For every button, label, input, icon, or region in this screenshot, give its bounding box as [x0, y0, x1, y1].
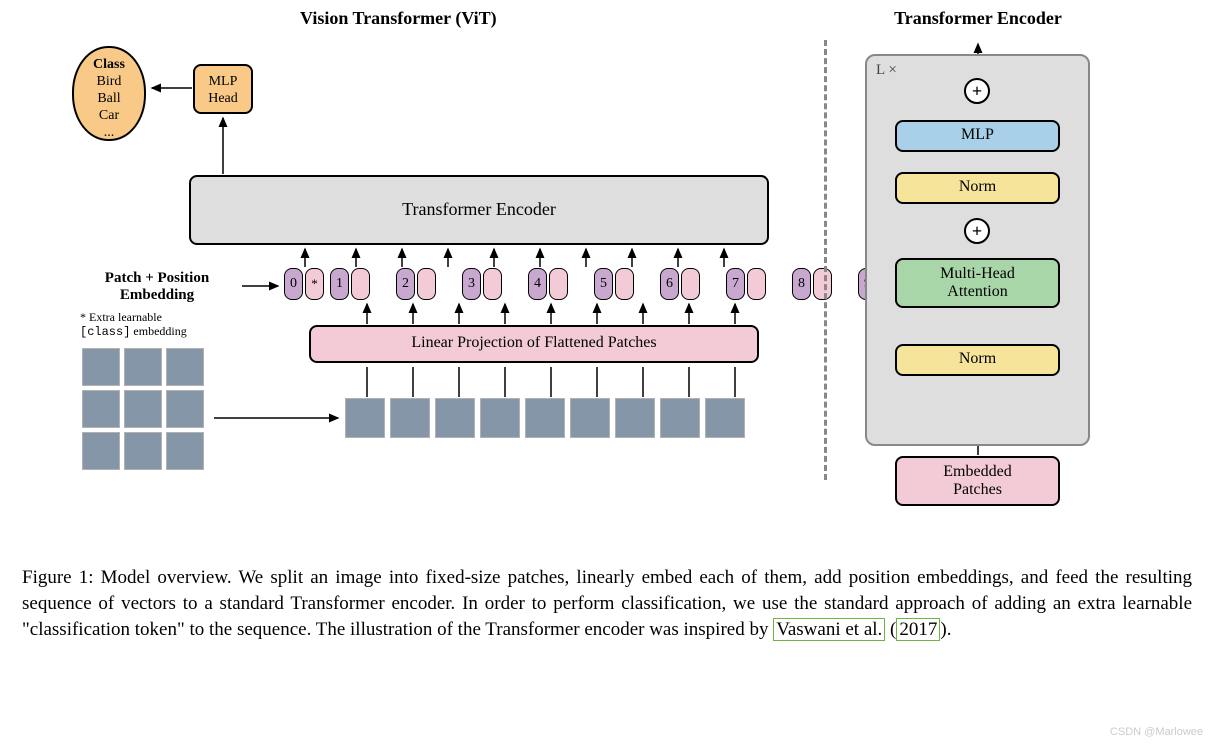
- linear-projection-box: Linear Projection of Flattened Patches: [309, 325, 759, 363]
- token-star: *: [305, 268, 324, 300]
- caption-ref-author: Vaswani et al.: [773, 618, 885, 641]
- token-pair-4: 4: [528, 268, 568, 300]
- token-pair-2: 2: [396, 268, 436, 300]
- grid-cell: [124, 432, 162, 470]
- token-pair-6: 6: [660, 268, 700, 300]
- emb-l2: Patches: [897, 481, 1058, 499]
- token-pos-7: [747, 268, 766, 300]
- class-heading: Class: [74, 56, 144, 73]
- token-num-6: 6: [660, 268, 679, 300]
- figure-caption: Figure 1: Model overview. We split an im…: [22, 565, 1192, 643]
- grid-cell: [166, 390, 204, 428]
- encoder-norm2-box: Norm: [895, 344, 1060, 376]
- patch-sub-t2: embedding: [130, 324, 186, 338]
- grid-cell: [82, 348, 120, 386]
- caption-ref-year: 2017: [896, 618, 940, 641]
- token-pos-2: [417, 268, 436, 300]
- mlp-head-l1: MLP: [195, 73, 251, 90]
- patch-cell: [435, 398, 475, 438]
- transformer-encoder-box: Transformer Encoder: [189, 175, 769, 245]
- class-item-0: Bird: [74, 73, 144, 90]
- emb-l1: Embedded: [897, 463, 1058, 481]
- encoder-mha-box: Multi-Head Attention: [895, 258, 1060, 308]
- plus-circle-2: +: [964, 218, 990, 244]
- patch-cell: [525, 398, 565, 438]
- patch-cell: [660, 398, 700, 438]
- token-pos-5: [615, 268, 634, 300]
- patch-label-l2: Embedding: [82, 287, 232, 304]
- patch-cell: [705, 398, 745, 438]
- vit-title: Vision Transformer (ViT): [300, 8, 497, 29]
- token-pos-1: [351, 268, 370, 300]
- mha-l2: Attention: [897, 283, 1058, 301]
- patch-cell: [390, 398, 430, 438]
- grid-cell: [124, 390, 162, 428]
- patch-label-l1: Patch + Position: [82, 270, 232, 287]
- mha-l1: Multi-Head: [897, 265, 1058, 283]
- mlp-head-box: MLP Head: [193, 64, 253, 114]
- encoder-title: Transformer Encoder: [878, 8, 1078, 29]
- mlp-head-l2: Head: [195, 90, 251, 107]
- token-pos-3: [483, 268, 502, 300]
- patch-cell: [345, 398, 385, 438]
- encoder-detail-box: [865, 54, 1090, 446]
- figure-root: Vision Transformer (ViT) Transformer Enc…: [0, 0, 1213, 748]
- caption-prefix: Figure 1: Model overview. We split an im…: [22, 567, 1192, 640]
- token-pair-1: 1: [330, 268, 370, 300]
- grid-cell: [166, 432, 204, 470]
- token-num-5: 5: [594, 268, 613, 300]
- token-row: 0 * 1 2 3 4 5 6 7: [284, 268, 898, 300]
- token-num-8: 8: [792, 268, 811, 300]
- token-pair-0: 0 *: [284, 268, 324, 300]
- patch-cell: [615, 398, 655, 438]
- vertical-separator: [824, 40, 827, 480]
- class-item-2: Car: [74, 107, 144, 124]
- caption-suffix: .: [947, 619, 952, 640]
- token-num-7: 7: [726, 268, 745, 300]
- grid-cell: [82, 390, 120, 428]
- patch-sub-mono: [class]: [80, 325, 130, 339]
- embedded-patches-box: Embedded Patches: [895, 456, 1060, 506]
- token-pair-5: 5: [594, 268, 634, 300]
- patch-sublabel: * Extra learnable [class] embedding: [80, 310, 240, 339]
- class-output-box: Class Bird Ball Car ...: [72, 46, 146, 141]
- grid-cell: [82, 432, 120, 470]
- token-pair-3: 3: [462, 268, 502, 300]
- token-num-0: 0: [284, 268, 303, 300]
- class-item-1: Ball: [74, 90, 144, 107]
- class-item-3: ...: [74, 124, 144, 141]
- plus-circle-1: +: [964, 78, 990, 104]
- encoder-norm1-box: Norm: [895, 172, 1060, 204]
- patch-position-label: Patch + Position Embedding: [82, 270, 232, 304]
- grid-cell: [166, 348, 204, 386]
- encoder-lx-label: L ×: [876, 62, 897, 79]
- patch-cell: [480, 398, 520, 438]
- token-pos-8: [813, 268, 832, 300]
- token-pos-4: [549, 268, 568, 300]
- token-num-2: 2: [396, 268, 415, 300]
- token-pos-6: [681, 268, 700, 300]
- patch-row: [345, 398, 745, 438]
- patch-cell: [570, 398, 610, 438]
- token-num-1: 1: [330, 268, 349, 300]
- watermark: CSDN @Marlowee: [1110, 726, 1203, 738]
- patch-sub-t1: Extra learnable: [86, 310, 162, 324]
- token-pair-7: 7: [726, 268, 766, 300]
- input-image-grid: [82, 348, 204, 470]
- encoder-mlp-box: MLP: [895, 120, 1060, 152]
- token-num-3: 3: [462, 268, 481, 300]
- token-num-4: 4: [528, 268, 547, 300]
- grid-cell: [124, 348, 162, 386]
